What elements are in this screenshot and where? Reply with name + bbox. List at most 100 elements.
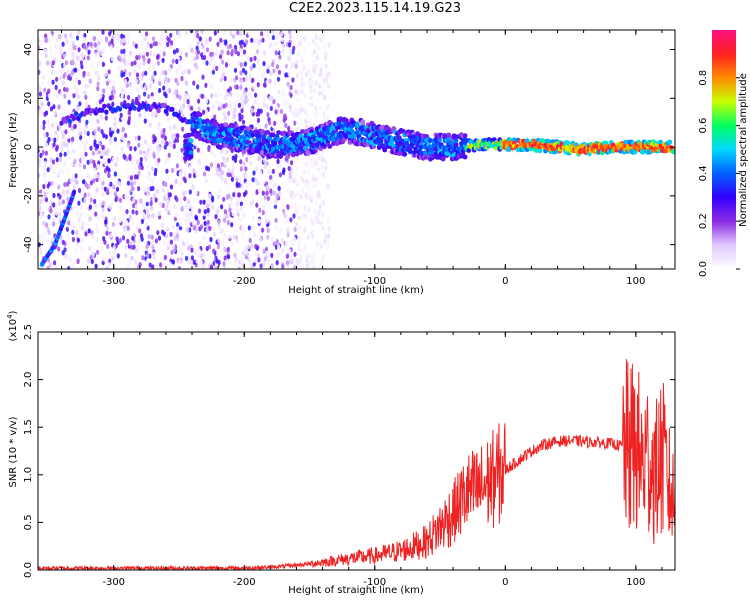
heatmap-cell [156, 145, 160, 151]
heatmap-cell [73, 158, 77, 164]
heatmap-cell [186, 227, 190, 233]
heatmap-cell [106, 188, 110, 194]
snr-multiplier: (x104) [6, 310, 19, 341]
heatmap-cell [48, 164, 53, 170]
heatmap-cell [189, 211, 193, 217]
heatmap-cell [145, 51, 149, 57]
heatmap-cell [84, 182, 88, 188]
heatmap-cell [313, 177, 317, 183]
heatmap-cell [116, 36, 120, 43]
heatmap-cell [258, 64, 262, 71]
heatmap-cell [300, 129, 305, 134]
heatmap-cell [117, 65, 121, 71]
heatmap-cell [166, 199, 170, 205]
heatmap-cell [402, 151, 408, 157]
heatmap-cell [233, 107, 237, 113]
heatmap-cell [84, 94, 88, 100]
heatmap-cell [325, 241, 329, 247]
heatmap-cell [120, 72, 124, 78]
heatmap-cell [96, 71, 100, 77]
heatmap-cell [65, 226, 69, 232]
heatmap-cell [217, 220, 221, 226]
heatmap-cell [109, 181, 113, 187]
heatmap-cell [266, 234, 270, 240]
heatmap-cell [44, 222, 49, 228]
heatmap-cell [296, 90, 300, 96]
heatmap-cell [305, 213, 309, 219]
heatmap-cell [130, 255, 134, 261]
heatmap-cell [53, 260, 57, 266]
heatmap-cell [214, 159, 218, 165]
heatmap-cell [318, 204, 322, 211]
heatmap-cell [210, 195, 215, 201]
heatmap-cell [256, 49, 260, 55]
heatmap-cell [126, 60, 130, 66]
heatmap-cell [303, 93, 307, 99]
heatmap-cell [279, 108, 284, 115]
heatmap-cell [121, 53, 125, 59]
heatmap-cell [285, 154, 291, 160]
heatmap-cell [63, 151, 67, 157]
heatmap-cell [86, 130, 90, 137]
heatmap-cell [81, 157, 85, 163]
heatmap-cell [43, 132, 47, 138]
heatmap-cell [130, 181, 134, 187]
heatmap-cell [67, 99, 71, 105]
heatmap-cell [206, 166, 211, 172]
heatmap-cell [73, 111, 79, 117]
heatmap-cell [271, 35, 275, 41]
heatmap-cell [253, 98, 257, 105]
heatmap-cell [157, 125, 161, 131]
heatmap-cell [59, 142, 64, 148]
heatmap-cell [270, 263, 274, 269]
heatmap-cell [196, 33, 200, 39]
heatmap-cell [95, 143, 100, 149]
heatmap-cell [132, 105, 137, 111]
heatmap-cell [142, 60, 146, 66]
heatmap-cell [281, 42, 285, 48]
heatmap-cell [429, 153, 435, 159]
heatmap-cell [260, 31, 264, 37]
heatmap-cell [79, 60, 83, 66]
heatmap-cell [205, 98, 209, 104]
heatmap-cell [226, 57, 230, 64]
heatmap-cell [108, 95, 112, 101]
heatmap-cell [272, 182, 276, 188]
heatmap-cell [107, 158, 111, 164]
heatmap-cell [200, 93, 204, 99]
heatmap-cell [202, 199, 206, 205]
heatmap-cell [39, 192, 43, 198]
heatmap-cell [55, 37, 60, 43]
heatmap-cell [293, 193, 297, 199]
heatmap-cell [216, 244, 220, 250]
heatmap-cell [256, 117, 261, 123]
spectrogram-xtick-label: -100 [363, 276, 386, 287]
heatmap-cell [69, 37, 74, 44]
heatmap-cell [178, 180, 182, 186]
heatmap-cell [135, 225, 139, 231]
heatmap-cell [54, 84, 58, 90]
heatmap-cell [658, 139, 663, 145]
snr-ytick-label: 1.5 [23, 419, 34, 435]
heatmap-cell [314, 199, 318, 205]
heatmap-cell [248, 237, 252, 244]
heatmap-cell [173, 203, 177, 210]
heatmap-cell [100, 177, 104, 183]
heatmap-cell [62, 86, 67, 92]
heatmap-cell [136, 197, 141, 203]
heatmap-cell [48, 77, 53, 83]
heatmap-cell [100, 37, 104, 43]
heatmap-cell [244, 30, 248, 35]
heatmap-cell [451, 133, 457, 139]
heatmap-cell [291, 194, 295, 200]
heatmap-cell [411, 134, 417, 140]
heatmap-cell [226, 246, 230, 252]
heatmap-cell [47, 229, 51, 235]
heatmap-cell [231, 165, 235, 171]
heatmap-cell [147, 170, 151, 176]
heatmap-cell [360, 119, 366, 125]
heatmap-cell [188, 203, 192, 209]
heatmap-cell [178, 171, 182, 177]
heatmap-cell [138, 228, 142, 234]
heatmap-cell [242, 212, 246, 218]
